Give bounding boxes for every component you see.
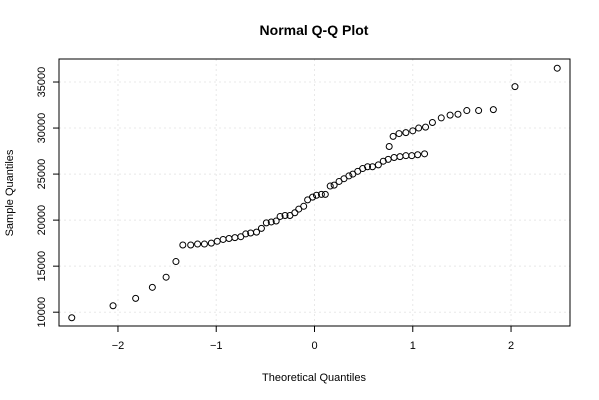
data-point: [345, 172, 353, 180]
data-point: [385, 142, 393, 150]
data-point: [326, 182, 334, 190]
data-point: [276, 212, 284, 220]
data-point: [454, 110, 462, 118]
chart-title: Normal Q-Q Plot: [260, 22, 369, 38]
data-point: [414, 151, 422, 159]
data-point: [317, 190, 325, 198]
data-point: [553, 64, 561, 72]
data-point: [281, 212, 289, 220]
data-point: [172, 258, 180, 266]
data-point: [389, 132, 397, 140]
data-point: [463, 107, 471, 115]
data-point: [475, 107, 483, 115]
data-point: [194, 240, 202, 248]
x-tick-label: 0: [311, 340, 317, 352]
data-point: [187, 241, 195, 249]
data-point: [267, 218, 275, 226]
data-point: [312, 191, 320, 199]
data-point: [291, 209, 299, 217]
data-point: [148, 283, 156, 291]
data-point: [132, 294, 140, 302]
data-point: [200, 240, 208, 248]
data-point: [446, 111, 454, 119]
data-point: [213, 237, 221, 245]
data-point: [428, 119, 436, 127]
data-point: [272, 217, 280, 225]
data-point: [395, 130, 403, 138]
data-point: [231, 234, 239, 242]
data-point: [408, 152, 416, 160]
data-point: [409, 127, 417, 135]
data-point: [242, 230, 250, 238]
y-axis-label: Sample Quantiles: [4, 149, 16, 236]
data-point: [437, 114, 445, 122]
data-point: [109, 302, 117, 310]
x-tick-label: 1: [410, 340, 416, 352]
data-point: [511, 83, 519, 91]
y-tick-label: 25000: [36, 159, 48, 190]
x-axis: −2 −1 0 1 2: [112, 325, 514, 352]
data-point: [396, 153, 404, 161]
data-point: [257, 224, 265, 232]
data-point: [364, 163, 372, 171]
data-point: [309, 193, 317, 201]
data-point: [402, 152, 410, 160]
data-point: [253, 228, 261, 236]
data-point: [162, 273, 170, 281]
x-axis-label: Theoretical Quantiles: [262, 372, 366, 384]
data-point: [262, 219, 270, 227]
data-point: [300, 202, 308, 210]
x-tick-label: −2: [112, 340, 125, 352]
y-tick-label: 20000: [36, 205, 48, 236]
x-tick-label: 2: [508, 340, 514, 352]
data-point: [225, 235, 233, 243]
x-tick-label: −1: [210, 340, 223, 352]
data-points: [68, 64, 561, 322]
y-axis: 10000 15000 20000 25000 30000 35000: [36, 67, 60, 328]
y-tick-label: 30000: [36, 113, 48, 144]
data-point: [330, 181, 338, 189]
y-tick-label: 10000: [36, 297, 48, 328]
data-point: [390, 154, 398, 162]
data-point: [207, 239, 215, 247]
data-point: [402, 129, 410, 137]
data-point: [179, 241, 187, 249]
data-point: [374, 161, 382, 169]
data-point: [68, 314, 76, 322]
y-tick-label: 35000: [36, 67, 48, 98]
data-point: [422, 123, 430, 131]
data-point: [219, 235, 227, 243]
data-point: [421, 150, 429, 158]
grid: [59, 59, 570, 326]
data-point: [489, 106, 497, 114]
y-tick-label: 15000: [36, 251, 48, 282]
data-point: [415, 124, 423, 132]
data-point: [321, 190, 329, 198]
